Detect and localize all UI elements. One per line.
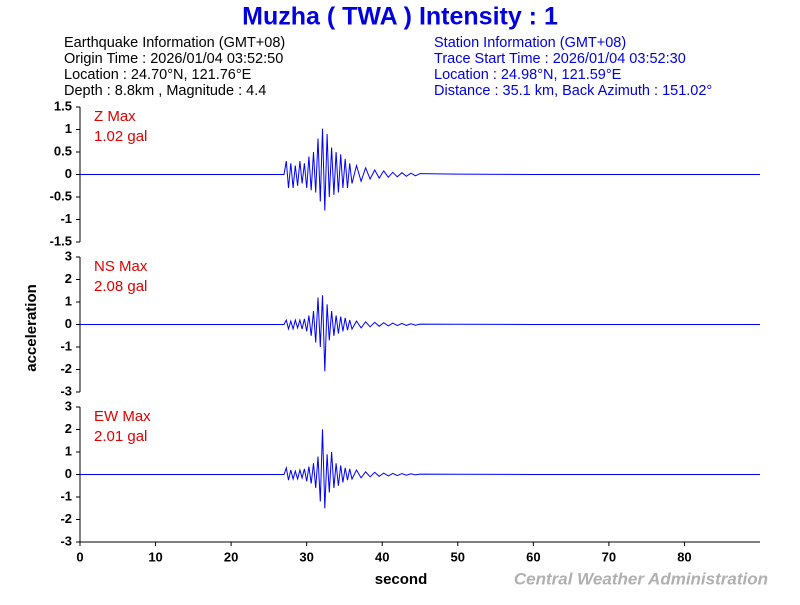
y-tick-label: 1: [65, 293, 72, 308]
x-tick-label: 30: [299, 549, 313, 564]
x-tick-label: 50: [451, 549, 465, 564]
station-info: Location : 24.98°N, 121.59°E: [434, 67, 622, 83]
panel-annotation: 2.01 gal: [94, 428, 147, 445]
y-tick-label: -2: [60, 361, 72, 376]
earthquake-info: Location : 24.70°N, 121.76°E: [64, 67, 252, 83]
earthquake-info: Depth : 8.8km , Magnitude : 4.4: [64, 83, 266, 99]
y-tick-label: -1: [60, 338, 72, 353]
x-tick-label: 60: [526, 549, 540, 564]
x-tick-label: 0: [76, 549, 83, 564]
x-tick-label: 10: [148, 549, 162, 564]
title: Muzha ( TWA ) Intensity : 1: [242, 3, 558, 31]
y-tick-label: 0: [65, 316, 72, 331]
y-tick-label: -1.5: [50, 233, 72, 248]
station-info: Station Information (GMT+08): [434, 35, 626, 51]
x-tick-label: 20: [224, 549, 238, 564]
station-info: Distance : 35.1 km, Back Azimuth : 151.0…: [434, 83, 712, 99]
panel-annotation: Z Max: [94, 108, 136, 125]
waveform: [80, 295, 760, 372]
y-tick-label: 1: [65, 121, 72, 136]
waveform: [80, 429, 760, 509]
panel-annotation: EW Max: [94, 408, 151, 425]
y-tick-label: 3: [65, 248, 72, 263]
y-tick-label: 0.5: [54, 143, 72, 158]
panel-annotation: NS Max: [94, 258, 148, 275]
y-tick-label: 0: [65, 166, 72, 181]
x-label: second: [375, 571, 428, 588]
y-label: acceleration: [23, 284, 40, 372]
y-tick-label: 2: [65, 271, 72, 286]
station-info: Trace Start Time : 2026/01/04 03:52:30: [434, 51, 686, 67]
y-tick-label: -0.5: [50, 188, 72, 203]
waveform: [80, 128, 760, 211]
y-tick-label: -1: [60, 488, 72, 503]
y-tick-label: 1.5: [54, 98, 72, 113]
x-tick-label: 80: [677, 549, 691, 564]
y-tick-label: 0: [65, 466, 72, 481]
panel-annotation: 1.02 gal: [94, 128, 147, 145]
x-tick-label: 40: [375, 549, 389, 564]
y-tick-label: -2: [60, 511, 72, 526]
footer: Central Weather Administration: [514, 569, 768, 588]
y-tick-label: -3: [60, 533, 72, 548]
y-tick-label: 3: [65, 398, 72, 413]
y-tick-label: 2: [65, 421, 72, 436]
x-tick-label: 70: [602, 549, 616, 564]
y-tick-label: -3: [60, 383, 72, 398]
panel-annotation: 2.08 gal: [94, 278, 147, 295]
y-tick-label: 1: [65, 443, 72, 458]
y-tick-label: -1: [60, 211, 72, 226]
earthquake-info: Origin Time : 2026/01/04 03:52:50: [64, 51, 283, 67]
earthquake-info: Earthquake Information (GMT+08): [64, 35, 285, 51]
